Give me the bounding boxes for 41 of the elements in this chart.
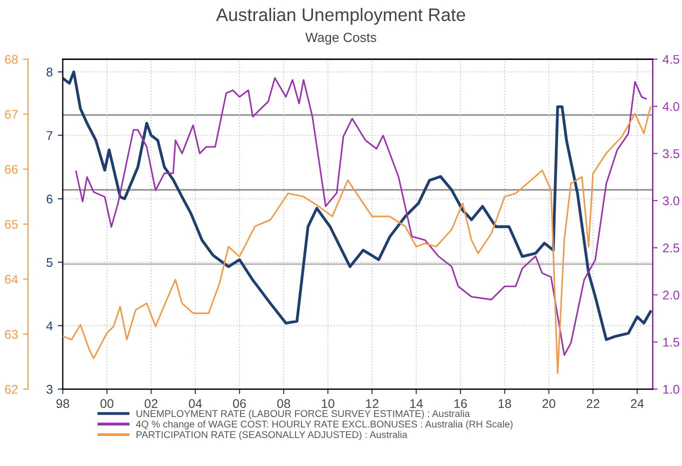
x-tick-label: 14 — [410, 399, 423, 408]
y2-tick-label: 2.5 — [663, 244, 680, 252]
y3-tick-label: 62 — [5, 384, 18, 394]
x-tick-label: 06 — [233, 399, 246, 408]
x-tick-label: 10 — [322, 399, 334, 408]
line-series — [62, 106, 652, 374]
x-tick-label: 12 — [366, 399, 378, 408]
x-tick-label: 18 — [498, 399, 512, 408]
legend-label: 4Q % change of WAGE COST: HOURLY RATE EXCL.BONUSES : Australia (RH Scale) — [136, 420, 513, 430]
x-tick-label: 00 — [100, 399, 114, 408]
y-tick-label: 8 — [46, 68, 52, 77]
y2-tick-label: 4.5 — [662, 55, 680, 64]
x-tick-label: 98 — [56, 399, 70, 408]
x-tick-label: 16 — [454, 399, 467, 408]
y2-tick-label: 4.0 — [662, 102, 680, 111]
y3-tick-label: 67 — [5, 110, 18, 119]
y3-tick-label: 64 — [5, 274, 18, 284]
y-tick-label: 6 — [46, 194, 52, 204]
x-tick-label: 22 — [586, 399, 600, 408]
y2-tick-label: 2.0 — [663, 290, 680, 300]
x-tick-label: 20 — [542, 399, 556, 408]
legend-label: UNEMPLOYMENT RATE (LABOUR FORCE SURVEY ESTIMATE) : Australia — [136, 410, 470, 419]
x-tick-label: 04 — [188, 399, 202, 408]
y2-tick-label: 1.5 — [663, 338, 680, 347]
y-tick-label: 4 — [46, 322, 53, 330]
y-tick-label: 7 — [46, 131, 52, 140]
y-tick-label: 3 — [46, 384, 52, 394]
legend-label: PARTICIPATION RATE (SEASONALLY ADJUSTED) : Australia — [136, 430, 408, 440]
chart-subtitle: Wage Costs — [305, 32, 376, 45]
x-tick-label: 02 — [144, 399, 158, 408]
y3-tick-label: 68 — [5, 54, 18, 64]
y3-tick-label: 66 — [5, 164, 18, 174]
y3-tick-label: 65 — [5, 220, 18, 229]
y2-tick-label: 3.5 — [662, 149, 680, 158]
y2-tick-label: 3.0 — [662, 196, 680, 206]
y-tick-label: 5 — [46, 258, 52, 267]
y3-tick-label: 63 — [5, 330, 18, 339]
x-tick-label: 08 — [277, 399, 290, 408]
chart-title: Australian Unemployment Rate — [216, 8, 466, 25]
x-tick-label: 24 — [630, 399, 644, 408]
y2-tick-label: 1.0 — [663, 384, 680, 394]
